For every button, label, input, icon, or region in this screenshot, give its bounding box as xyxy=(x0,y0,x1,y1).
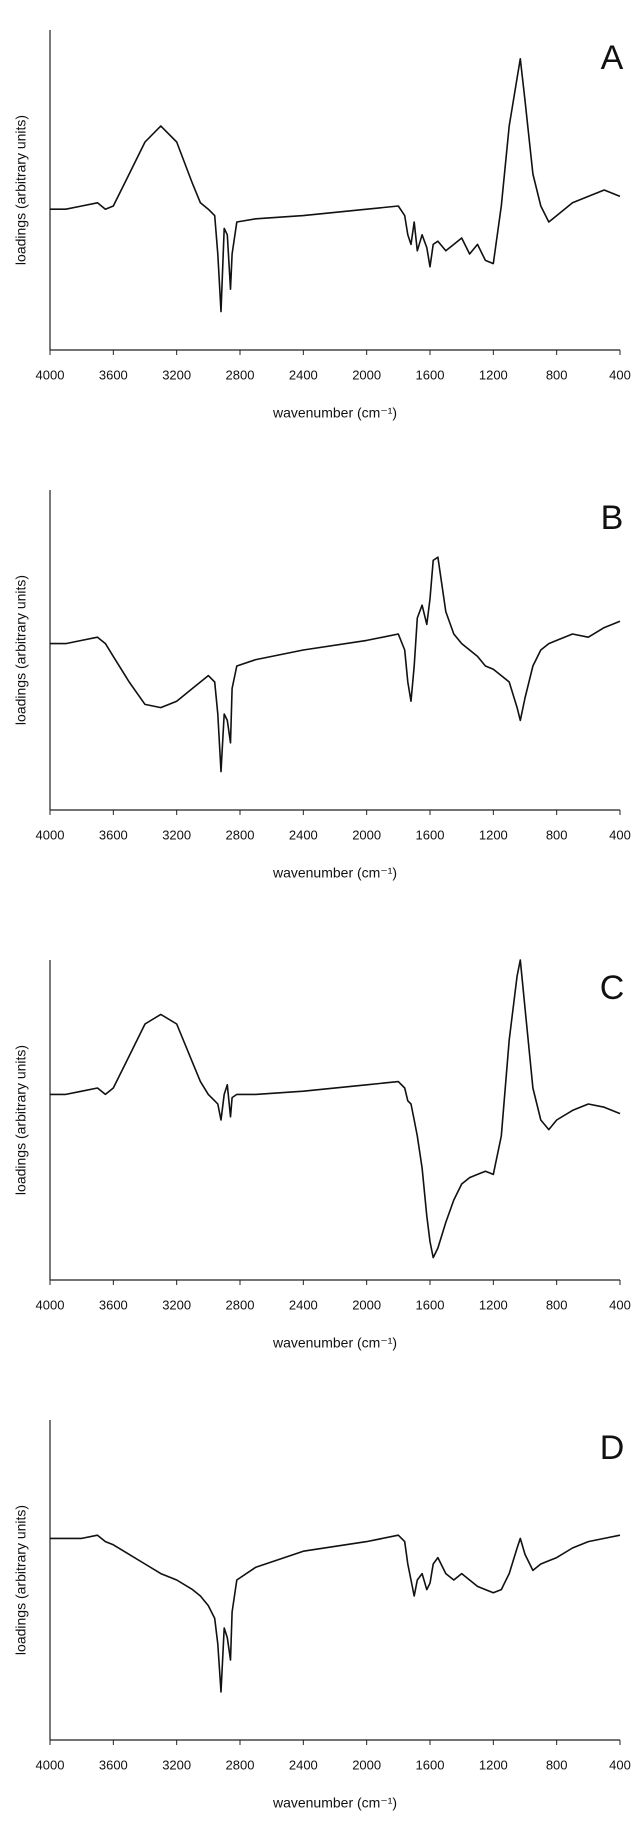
x-axis-label: wavenumber (cm⁻¹) xyxy=(272,865,397,881)
x-tick-label: 4000 xyxy=(36,367,65,382)
panel-label: A xyxy=(601,39,624,77)
x-tick-label: 2400 xyxy=(289,1757,318,1772)
x-tick-label: 3200 xyxy=(162,827,191,842)
x-tick-label: 2800 xyxy=(226,1297,255,1312)
x-tick-label: 400 xyxy=(609,1757,631,1772)
x-tick-label: 2400 xyxy=(289,1297,318,1312)
x-tick-label: 3600 xyxy=(99,367,128,382)
x-tick-label: 2000 xyxy=(352,367,381,382)
x-tick-label: 1200 xyxy=(479,367,508,382)
x-tick-label: 3600 xyxy=(99,1757,128,1772)
spectrum-line xyxy=(50,556,621,773)
spectrum-line xyxy=(50,58,621,313)
x-tick-label: 800 xyxy=(546,827,568,842)
x-tick-label: 1600 xyxy=(416,1757,445,1772)
x-tick-label: 2800 xyxy=(226,827,255,842)
x-tick-label: 800 xyxy=(546,1297,568,1312)
panel-label: B xyxy=(601,499,624,537)
y-axis-label: loadings (arbitrary units) xyxy=(13,1045,29,1195)
x-tick-label: 400 xyxy=(609,1297,631,1312)
spectrum-line xyxy=(50,959,621,1259)
x-tick-label: 3600 xyxy=(99,827,128,842)
x-tick-label: 2800 xyxy=(226,1757,255,1772)
x-tick-label: 400 xyxy=(609,827,631,842)
x-tick-label: 3600 xyxy=(99,1297,128,1312)
x-tick-label: 1200 xyxy=(479,1757,508,1772)
x-tick-label: 1600 xyxy=(416,367,445,382)
x-tick-label: 3200 xyxy=(162,1297,191,1312)
x-tick-label: 1600 xyxy=(416,1297,445,1312)
x-tick-label: 4000 xyxy=(36,1297,65,1312)
y-axis-label: loadings (arbitrary units) xyxy=(13,1505,29,1655)
x-tick-label: 2000 xyxy=(352,827,381,842)
x-tick-label: 3200 xyxy=(162,1757,191,1772)
x-tick-label: 1600 xyxy=(416,827,445,842)
panel-label: D xyxy=(600,1429,625,1467)
x-tick-label: 1200 xyxy=(479,1297,508,1312)
x-tick-label: 2000 xyxy=(352,1757,381,1772)
x-tick-label: 3200 xyxy=(162,367,191,382)
y-axis-label: loadings (arbitrary units) xyxy=(13,115,29,265)
x-tick-label: 1200 xyxy=(479,827,508,842)
x-tick-label: 800 xyxy=(546,1757,568,1772)
x-tick-label: 2000 xyxy=(352,1297,381,1312)
x-tick-label: 2800 xyxy=(226,367,255,382)
x-axis-label: wavenumber (cm⁻¹) xyxy=(272,405,397,421)
x-tick-label: 4000 xyxy=(36,1757,65,1772)
x-tick-label: 400 xyxy=(609,367,631,382)
x-tick-label: 2400 xyxy=(289,367,318,382)
x-tick-label: 2400 xyxy=(289,827,318,842)
x-axis-label: wavenumber (cm⁻¹) xyxy=(272,1795,397,1811)
panel-label: C xyxy=(600,969,625,1007)
spectrum-line xyxy=(50,1534,621,1693)
x-axis-label: wavenumber (cm⁻¹) xyxy=(272,1335,397,1351)
x-tick-label: 800 xyxy=(546,367,568,382)
x-tick-label: 4000 xyxy=(36,827,65,842)
y-axis-label: loadings (arbitrary units) xyxy=(13,575,29,725)
